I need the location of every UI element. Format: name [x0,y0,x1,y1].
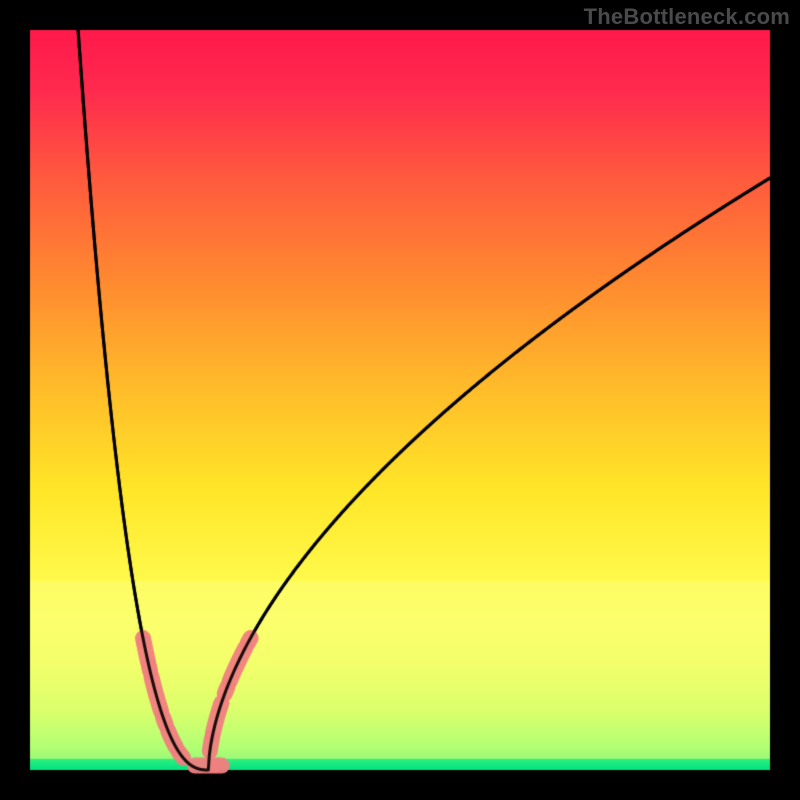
bottleneck-curve-chart [0,0,800,800]
chart-container: TheBottleneck.com [0,0,800,800]
